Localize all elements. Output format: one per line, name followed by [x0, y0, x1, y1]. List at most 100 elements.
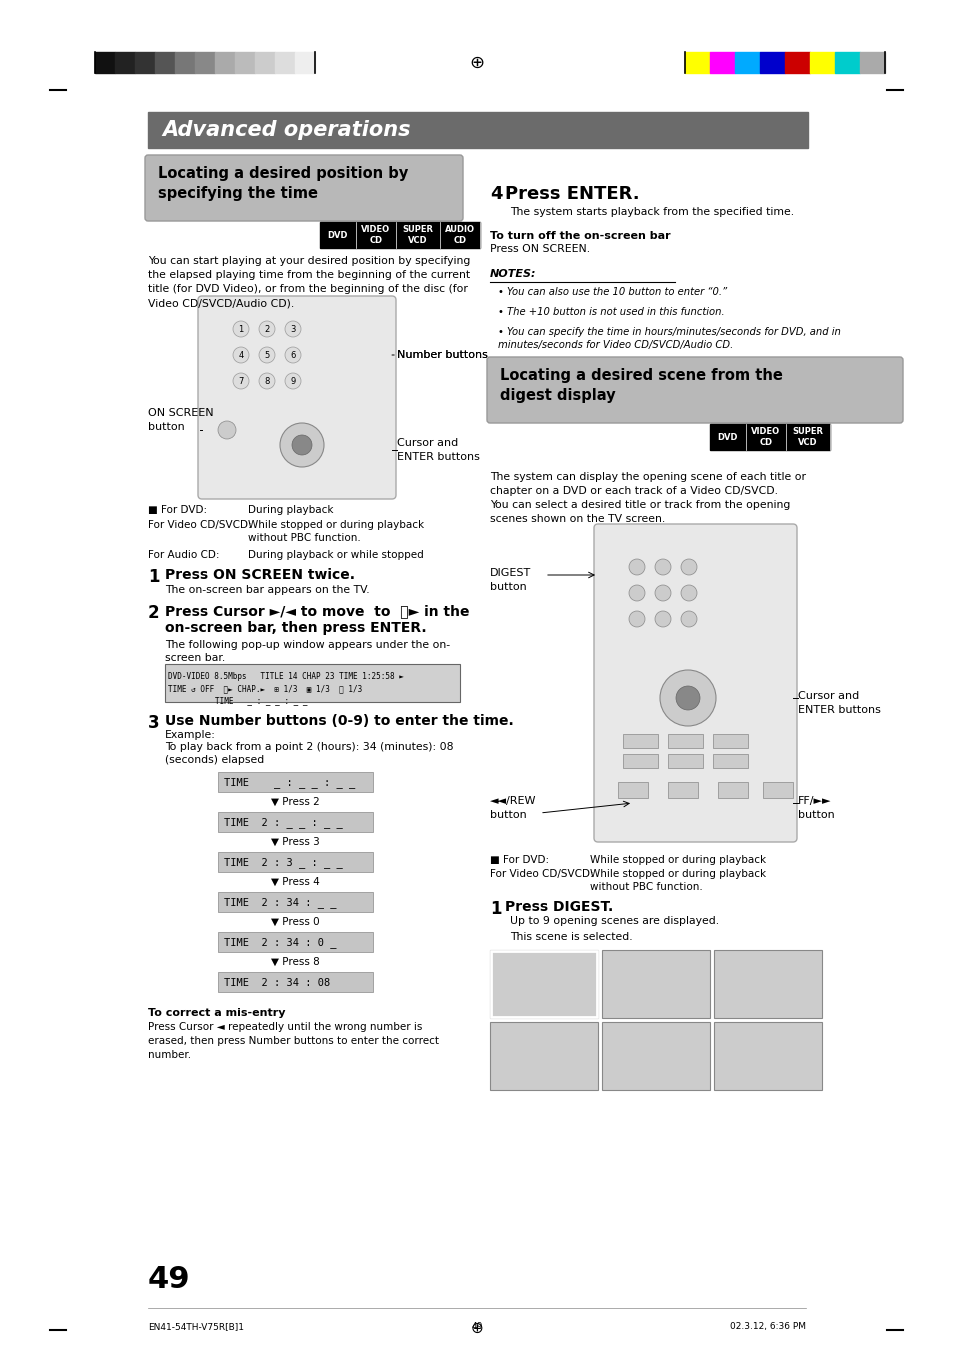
Text: 2: 2	[264, 324, 270, 334]
Bar	[718, 781, 747, 798]
Bar	[622, 734, 658, 748]
Text: Press ON SCREEN.: Press ON SCREEN.	[490, 243, 590, 254]
Text: 4: 4	[490, 185, 502, 203]
Text: 2: 2	[148, 604, 159, 622]
Text: The system starts playback from the specified time.: The system starts playback from the spec…	[510, 207, 793, 218]
Bar	[709, 425, 745, 450]
Text: For Video CD/SVCD:: For Video CD/SVCD:	[148, 521, 252, 530]
Text: ◄◄/REW
button: ◄◄/REW button	[490, 796, 536, 819]
Text: ▼ Press 4: ▼ Press 4	[271, 877, 319, 887]
FancyBboxPatch shape	[486, 357, 902, 423]
Bar	[218, 972, 373, 992]
Bar	[165, 664, 459, 702]
Bar	[490, 1022, 598, 1090]
Circle shape	[280, 423, 324, 466]
Circle shape	[659, 671, 716, 726]
Bar	[218, 813, 373, 831]
Text: TIME  2 : _ _ : _ _: TIME 2 : _ _ : _ _	[224, 818, 342, 829]
FancyBboxPatch shape	[145, 155, 462, 220]
Bar	[294, 51, 314, 73]
Text: Press ON SCREEN twice.: Press ON SCREEN twice.	[165, 568, 355, 581]
Text: This scene is selected.: This scene is selected.	[510, 932, 632, 942]
Bar	[784, 51, 809, 73]
Text: TIME   _ : _ _ : _ _: TIME _ : _ _ : _ _	[214, 696, 307, 704]
Text: 1: 1	[238, 324, 243, 334]
Bar	[194, 51, 214, 73]
Bar	[809, 51, 834, 73]
Bar	[174, 51, 194, 73]
Bar	[709, 51, 734, 73]
Bar	[218, 852, 373, 872]
Text: Number buttons: Number buttons	[392, 350, 487, 360]
Bar	[667, 734, 702, 748]
Text: 3: 3	[148, 714, 159, 731]
Bar	[319, 222, 355, 247]
Text: TIME  2 : 3 _ : _ _: TIME 2 : 3 _ : _ _	[224, 857, 342, 868]
Text: Example:: Example:	[165, 730, 215, 740]
Text: SUPER
VCD: SUPER VCD	[402, 226, 433, 245]
Circle shape	[676, 685, 700, 710]
Text: DVD: DVD	[717, 433, 738, 442]
Text: To play back from a point 2 (hours): 34 (minutes): 08
(seconds) elapsed: To play back from a point 2 (hours): 34 …	[165, 742, 453, 765]
Bar	[95, 51, 115, 73]
Circle shape	[233, 320, 249, 337]
Bar	[734, 51, 760, 73]
Text: 7: 7	[238, 376, 243, 385]
Text: on-screen bar, then press ENTER.: on-screen bar, then press ENTER.	[165, 621, 426, 635]
Bar	[601, 1022, 709, 1090]
Text: The system can display the opening scene of each title or
chapter on a DVD or ea: The system can display the opening scene…	[490, 472, 805, 525]
Bar	[667, 781, 698, 798]
Circle shape	[285, 320, 301, 337]
Circle shape	[628, 585, 644, 602]
Bar	[395, 222, 439, 247]
Text: • You can specify the time in hours/minutes/seconds for DVD, and in
minutes/seco: • You can specify the time in hours/minu…	[497, 327, 840, 350]
Bar	[667, 754, 702, 768]
Text: Up to 9 opening scenes are displayed.: Up to 9 opening scenes are displayed.	[510, 917, 719, 926]
Text: The following pop-up window appears under the on-
screen bar.: The following pop-up window appears unde…	[165, 639, 450, 664]
Text: 5: 5	[264, 350, 270, 360]
Text: ■ For DVD:: ■ For DVD:	[148, 506, 207, 515]
Text: For Video CD/SVCD:: For Video CD/SVCD:	[490, 869, 593, 879]
Text: 1: 1	[148, 568, 159, 585]
Text: ⊕: ⊕	[469, 54, 484, 72]
Bar	[218, 772, 373, 792]
Circle shape	[680, 611, 697, 627]
Text: 6: 6	[290, 350, 295, 360]
Text: TIME  2 : 34 : 08: TIME 2 : 34 : 08	[224, 977, 330, 988]
Text: EN41-54TH-V75R[B]1: EN41-54TH-V75R[B]1	[148, 1322, 244, 1330]
Text: ▼ Press 3: ▼ Press 3	[271, 837, 319, 846]
Text: Press Cursor ►/◄ to move  to  ⓔ► in the: Press Cursor ►/◄ to move to ⓔ► in the	[165, 604, 469, 618]
Bar	[713, 950, 821, 1018]
Text: NOTES:: NOTES:	[490, 269, 536, 279]
Text: Press DIGEST.: Press DIGEST.	[504, 900, 613, 914]
Text: While stopped or during playback
without PBC function.: While stopped or during playback without…	[589, 869, 765, 892]
Circle shape	[680, 585, 697, 602]
Text: ⊕: ⊕	[470, 1321, 483, 1336]
Text: During playback or while stopped: During playback or while stopped	[248, 550, 423, 560]
Circle shape	[292, 435, 312, 456]
Bar	[762, 781, 792, 798]
Bar	[618, 781, 647, 798]
Text: To turn off the on-screen bar: To turn off the on-screen bar	[490, 231, 670, 241]
Text: Advanced operations: Advanced operations	[162, 120, 410, 141]
Bar	[490, 950, 598, 1018]
Bar	[760, 51, 784, 73]
Text: Press Cursor ◄ repeatedly until the wrong number is
erased, then press Number bu: Press Cursor ◄ repeatedly until the wron…	[148, 1022, 438, 1060]
Text: ▼ Press 2: ▼ Press 2	[271, 796, 319, 807]
Bar	[785, 425, 829, 450]
Bar	[218, 892, 373, 913]
Text: • You can also use the 10 button to enter “0.”: • You can also use the 10 button to ente…	[497, 287, 726, 297]
Bar	[234, 51, 254, 73]
Text: 02.3.12, 6:36 PM: 02.3.12, 6:36 PM	[729, 1322, 805, 1330]
Text: VIDEO
CD: VIDEO CD	[361, 226, 390, 245]
Bar	[834, 51, 859, 73]
Text: AUDIO
CD: AUDIO CD	[444, 226, 475, 245]
Text: ▼ Press 8: ▼ Press 8	[271, 957, 319, 967]
Text: Locating a desired position by
specifying the time: Locating a desired position by specifyin…	[158, 166, 408, 201]
Bar	[713, 1022, 821, 1090]
Text: While stopped or during playback
without PBC function.: While stopped or during playback without…	[248, 521, 424, 544]
Text: ▼ Press 0: ▼ Press 0	[271, 917, 319, 927]
Bar	[712, 734, 747, 748]
Text: DVD-VIDEO 8.5Mbps   TITLE 14 CHAP 23 TIME 1:25:58 ►: DVD-VIDEO 8.5Mbps TITLE 14 CHAP 23 TIME …	[168, 672, 403, 681]
Text: Cursor and
ENTER buttons: Cursor and ENTER buttons	[396, 438, 479, 461]
